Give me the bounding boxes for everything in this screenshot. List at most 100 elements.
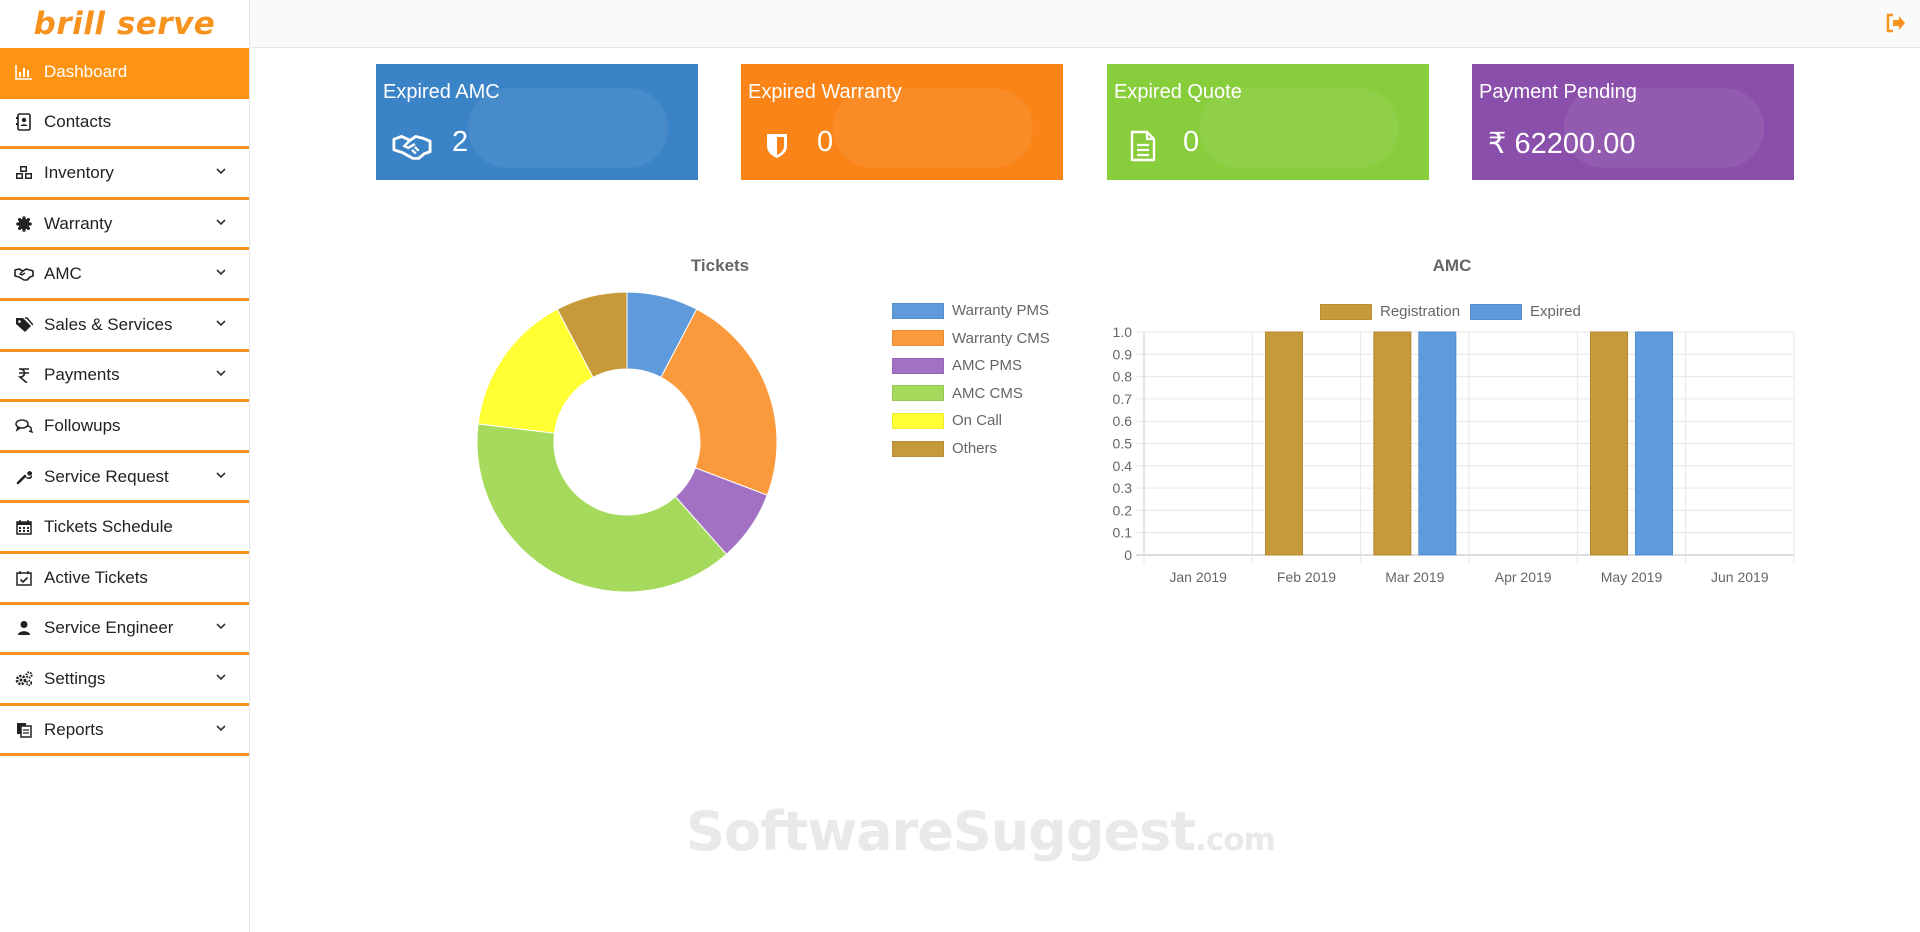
- chevron-down-icon[interactable]: [215, 671, 227, 683]
- sidebar-item-warranty[interactable]: Warranty: [0, 200, 249, 251]
- x-tick-label: Apr 2019: [1495, 569, 1552, 585]
- legend-item[interactable]: Others: [892, 440, 997, 457]
- legend-label: Expired: [1530, 303, 1581, 320]
- amc-bar-chart: 1.0 0.9 0.8 0.7 0.6 0.5 0.4 0.3 0.2 0.1 0 Jan 2019 F…: [1113, 324, 1795, 585]
- sidebar-menu: Dashboard Contacts Inventory Warranty: [0, 48, 249, 757]
- chevron-down-icon[interactable]: [215, 469, 227, 481]
- chevron-down-icon[interactable]: [215, 216, 227, 228]
- sidebar-item-label: Inventory: [44, 162, 114, 182]
- sidebar-item-dashboard[interactable]: Dashboard: [0, 48, 249, 99]
- y-tick-label: 1.0: [1113, 324, 1133, 340]
- chevron-down-icon[interactable]: [215, 620, 227, 632]
- card-decoration: [1564, 88, 1764, 168]
- donut-slice-warranty-cms[interactable]: [660, 308, 778, 496]
- sidebar-item-label: Contacts: [44, 112, 112, 132]
- donut-slice-others[interactable]: [556, 291, 628, 379]
- card-expired-warranty[interactable]: Expired Warranty 0: [741, 64, 1063, 180]
- legend-item[interactable]: AMC PMS: [892, 357, 1022, 374]
- logout-icon[interactable]: [1884, 12, 1906, 34]
- bar-registration-feb-2019[interactable]: [1265, 331, 1303, 556]
- files-icon: [14, 720, 34, 740]
- sidebar-item-label: Dashboard: [44, 61, 128, 81]
- x-tick-label: Mar 2019: [1385, 569, 1444, 585]
- x-tick-label: May 2019: [1601, 569, 1663, 585]
- card-decoration: [468, 88, 668, 168]
- sidebar-item-inventory[interactable]: Inventory: [0, 149, 249, 200]
- sidebar-item-active-tickets[interactable]: Active Tickets: [0, 554, 249, 605]
- sidebar-item-label: Active Tickets: [44, 567, 148, 587]
- cubes-icon: [14, 163, 34, 183]
- legend-swatch: [892, 385, 944, 402]
- sidebar-item-tickets-schedule[interactable]: Tickets Schedule: [0, 503, 249, 554]
- handshake-icon: [392, 128, 432, 164]
- shield-icon: [757, 128, 797, 164]
- sidebar-item-label: Reports: [44, 719, 104, 739]
- card-value: ₹ 62200.00: [1488, 128, 1636, 160]
- y-tick-label: 0.5: [1113, 436, 1133, 452]
- card-payment-pending[interactable]: Payment Pending ₹ 62200.00: [1472, 64, 1794, 180]
- bar-expired-may-2019[interactable]: [1635, 331, 1673, 556]
- y-tick-label: 0.4: [1113, 458, 1133, 474]
- sidebar-item-label: Payments: [44, 365, 120, 385]
- legend-swatch: [1470, 303, 1522, 320]
- sidebar-item-sales-services[interactable]: Sales & Services: [0, 301, 249, 352]
- legend-item[interactable]: Registration: [1320, 303, 1460, 320]
- x-tick-label: Jan 2019: [1169, 569, 1227, 585]
- sidebar-item-settings[interactable]: Settings: [0, 655, 249, 706]
- card-value: 2: [452, 126, 469, 158]
- amc-chart-title: AMC: [1432, 256, 1472, 275]
- chevron-down-icon[interactable]: [215, 317, 227, 329]
- tags-icon: [14, 315, 34, 335]
- sidebar-item-payments[interactable]: Payments: [0, 352, 249, 403]
- handshake-icon: [14, 264, 34, 284]
- sidebar-item-reports[interactable]: Reports: [0, 706, 249, 757]
- card-title: Expired Quote: [1114, 81, 1242, 103]
- sidebar-item-followups[interactable]: Followups: [0, 402, 249, 453]
- chevron-down-icon[interactable]: [215, 367, 227, 379]
- bar-registration-mar-2019[interactable]: [1373, 331, 1412, 556]
- chevron-down-icon[interactable]: [215, 165, 227, 177]
- comments-icon: [14, 416, 34, 436]
- sidebar-item-service-request[interactable]: Service Request: [0, 453, 249, 504]
- legend-label: AMC CMS: [952, 384, 1023, 402]
- rupee-icon: [14, 365, 34, 385]
- sidebar-item-service-engineer[interactable]: Service Engineer: [0, 605, 249, 656]
- legend-label: Warranty PMS: [952, 302, 1049, 319]
- card-expired-amc[interactable]: Expired AMC 2: [376, 64, 698, 180]
- card-expired-quote[interactable]: Expired Quote 0: [1107, 64, 1429, 180]
- contact-card-icon: [14, 112, 34, 132]
- legend-item[interactable]: Warranty CMS: [892, 330, 1050, 347]
- legend-label: Registration: [1380, 303, 1461, 320]
- bar-chart-icon: [14, 62, 34, 82]
- legend-swatch: [892, 302, 944, 319]
- certificate-icon: [14, 214, 34, 234]
- watermark-main: SoftwareSuggest: [686, 800, 1196, 863]
- donut-slice-amc-cms[interactable]: [476, 423, 728, 593]
- sidebar-item-amc[interactable]: AMC: [0, 250, 249, 301]
- y-tick-label: 0.9: [1113, 346, 1133, 362]
- sidebar-item-label: Settings: [44, 668, 106, 688]
- sidebar-item-contacts[interactable]: Contacts: [0, 99, 249, 150]
- y-tick-label: 0.2: [1113, 502, 1133, 518]
- card-title: Expired Warranty: [748, 81, 902, 103]
- legend-swatch: [892, 412, 944, 429]
- donut-slice-on-call[interactable]: [477, 308, 594, 434]
- legend-item[interactable]: AMC CMS: [892, 385, 1023, 402]
- watermark: SoftwareSuggest.com: [686, 800, 1276, 863]
- legend-item[interactable]: Expired: [1470, 303, 1581, 320]
- legend-item[interactable]: On Call: [892, 412, 1002, 429]
- sidebar-item-label: Sales & Services: [44, 314, 173, 334]
- card-decoration: [1199, 88, 1399, 168]
- legend-swatch: [892, 357, 944, 374]
- chevron-down-icon[interactable]: [215, 266, 227, 278]
- app-logo[interactable]: brill serve: [0, 0, 249, 48]
- card-title: Expired AMC: [383, 81, 500, 103]
- sidebar: brill serve Dashboard Contacts Inventory: [0, 0, 250, 932]
- sidebar-item-label: Service Engineer: [44, 618, 174, 638]
- sidebar-item-label: Tickets Schedule: [44, 517, 173, 537]
- bar-expired-mar-2019[interactable]: [1418, 331, 1457, 556]
- legend-item[interactable]: Warranty PMS: [892, 302, 1049, 319]
- chevron-down-icon[interactable]: [215, 722, 227, 734]
- legend-swatch: [892, 330, 944, 347]
- bar-registration-may-2019[interactable]: [1590, 331, 1628, 556]
